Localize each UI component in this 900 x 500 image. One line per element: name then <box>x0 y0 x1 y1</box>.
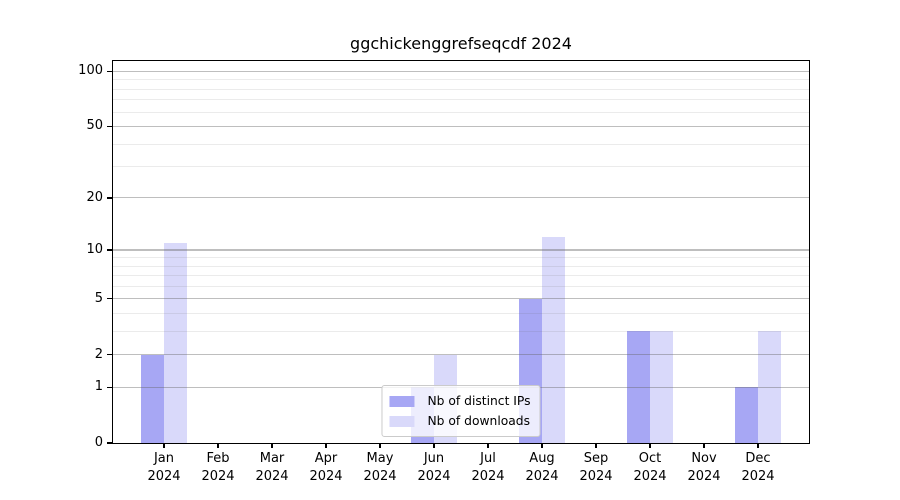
y-tick-100 <box>106 70 112 73</box>
x-tick-label-may: May 2024 <box>363 451 397 484</box>
gridline-minor-7 <box>113 275 809 277</box>
x-tick-oct <box>649 443 651 448</box>
bar-distinct-ips-dec <box>735 387 758 443</box>
y-tick-20 <box>106 197 112 199</box>
x-tick-jul <box>487 443 489 448</box>
gridline-minor-60 <box>113 111 809 113</box>
gridline-major-10 <box>113 249 809 251</box>
bar-distinct-ips-jan <box>141 354 164 443</box>
gridline-major-5 <box>113 298 809 300</box>
x-tick-label-dec: Dec 2024 <box>741 451 775 484</box>
x-tick-label-jun: Jun 2024 <box>417 451 451 484</box>
y-tick-label-5: 5 <box>94 290 103 306</box>
y-tick-0 <box>106 442 112 444</box>
x-tick-label-apr: Apr 2024 <box>309 451 343 484</box>
gridline-major-20 <box>113 197 809 199</box>
gridline-minor-9 <box>113 257 809 259</box>
y-tick-label-100: 100 <box>78 63 103 79</box>
x-tick-aug <box>541 443 543 448</box>
gridline-minor-80 <box>113 88 809 90</box>
y-tick-label-1: 1 <box>94 379 103 395</box>
x-tick-mar <box>271 443 273 448</box>
x-tick-jun <box>433 443 435 448</box>
x-tick-label-feb: Feb 2024 <box>201 451 235 484</box>
x-tick-label-sep: Sep 2024 <box>579 451 613 484</box>
gridline-minor-3 <box>113 330 809 332</box>
y-tick-label-10: 10 <box>86 241 103 257</box>
gridline-minor-40 <box>113 143 809 145</box>
y-tick-2 <box>106 353 112 356</box>
x-tick-apr <box>325 443 327 448</box>
x-tick-label-oct: Oct 2024 <box>633 451 667 484</box>
legend-label-distinct-ips: Nb of distinct IPs <box>427 394 531 408</box>
gridline-minor-90 <box>113 79 809 81</box>
x-tick-may <box>379 443 381 448</box>
bar-downloads-oct <box>650 331 673 443</box>
bar-downloads-aug <box>542 236 565 443</box>
legend-swatch-downloads <box>389 415 415 427</box>
gridline-minor-6 <box>113 285 809 287</box>
x-tick-feb <box>217 443 219 448</box>
x-tick-nov <box>703 443 705 448</box>
gridline-minor-30 <box>113 166 809 168</box>
gridline-minor-4 <box>113 312 809 314</box>
gridline-major-50 <box>113 125 809 128</box>
bar-distinct-ips-oct <box>627 331 650 443</box>
bar-downloads-jan <box>164 242 187 443</box>
y-tick-label-50: 50 <box>86 118 103 134</box>
legend: Nb of distinct IPs Nb of downloads <box>381 385 541 437</box>
y-tick-1 <box>106 386 112 388</box>
y-tick-50 <box>106 125 112 128</box>
x-tick-label-jul: Jul 2024 <box>471 451 505 484</box>
x-tick-label-jan: Jan 2024 <box>147 451 181 484</box>
chart-title: ggchickenggrefseqcdf 2024 <box>350 34 572 53</box>
legend-label-downloads: Nb of downloads <box>427 414 531 428</box>
y-tick-label-0: 0 <box>94 435 103 450</box>
y-tick-label-20: 20 <box>86 189 103 205</box>
bar-downloads-dec <box>758 331 781 443</box>
legend-swatch-distinct-ips <box>389 395 415 407</box>
y-tick-5 <box>106 298 112 300</box>
y-tick-10 <box>106 249 112 251</box>
x-tick-label-nov: Nov 2024 <box>687 451 721 484</box>
legend-item-distinct-ips: Nb of distinct IPs <box>389 391 531 411</box>
x-tick-label-mar: Mar 2024 <box>255 451 289 484</box>
x-tick-jan <box>163 443 165 448</box>
gridline-major-100 <box>113 70 809 73</box>
x-tick-dec <box>757 443 759 448</box>
y-tick-label-2: 2 <box>94 346 103 362</box>
x-tick-label-aug: Aug 2024 <box>525 451 559 484</box>
gridline-minor-8 <box>113 265 809 267</box>
legend-item-downloads: Nb of downloads <box>389 411 530 431</box>
plot-area: Nb of distinct IPs Nb of downloads 100 50… <box>78 60 810 484</box>
gridline-major-2 <box>113 353 809 356</box>
x-tick-sep <box>595 443 597 448</box>
gridline-minor-70 <box>113 99 809 101</box>
